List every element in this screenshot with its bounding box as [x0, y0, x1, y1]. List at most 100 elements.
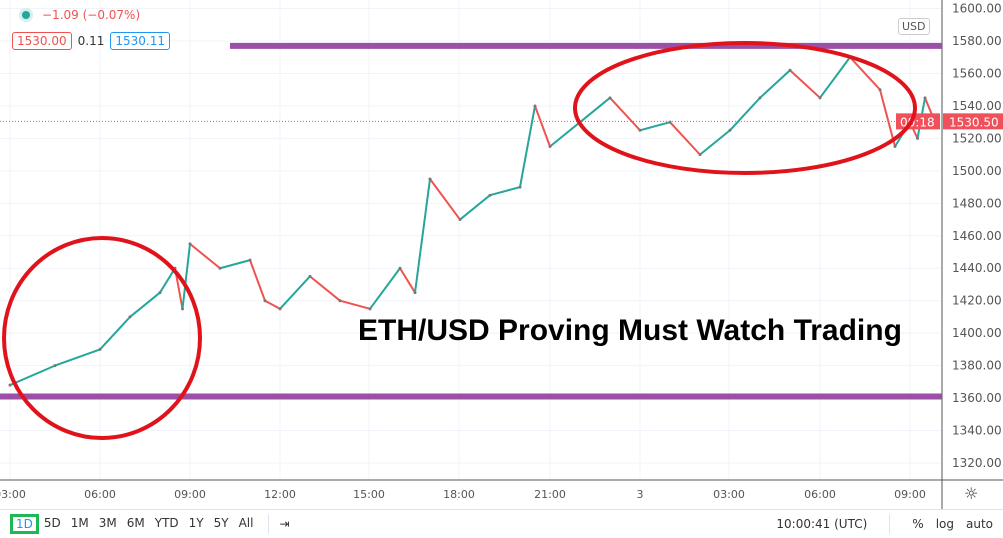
price-point	[308, 274, 312, 278]
highlight-ellipse-left[interactable]	[2, 236, 202, 440]
range-all[interactable]: All	[238, 516, 254, 530]
x-tick-label: 15:00	[353, 488, 385, 501]
y-tick-label: 1580.00	[952, 34, 1002, 48]
price-segment	[54, 348, 101, 367]
price-segment	[399, 267, 416, 294]
price-point	[548, 145, 552, 149]
price-point	[533, 104, 537, 108]
x-tick-label: 12:00	[264, 488, 296, 501]
y-tick-label: 1340.00	[952, 424, 1002, 438]
price-segment	[429, 178, 461, 221]
range-6m[interactable]: 6M	[126, 516, 145, 530]
price-point	[278, 307, 282, 311]
x-tick-label: 18:00	[443, 488, 475, 501]
price-point	[758, 96, 762, 100]
price-segment	[414, 178, 431, 293]
x-tick-label: 03:00	[0, 488, 26, 501]
price-segment	[279, 275, 311, 310]
price-point	[788, 68, 792, 72]
price-point	[428, 177, 432, 181]
range-1y[interactable]: 1Y	[188, 516, 204, 530]
highlight-ellipse-right[interactable]	[573, 41, 917, 175]
settings-gear-icon[interactable]: ☼	[964, 484, 979, 503]
price-point	[8, 383, 12, 387]
price-segment	[729, 97, 761, 131]
y-tick-label: 1560.00	[952, 66, 1002, 80]
clock: 10:00:41 (UTC)	[776, 517, 868, 531]
range-buttons: 1D 5D 1M 3M 6M YTD 1Y 5Y All	[10, 514, 258, 534]
currency-badge[interactable]: USD	[898, 18, 930, 35]
price-point	[263, 299, 267, 303]
price-point	[638, 128, 642, 132]
x-tick-label: 3	[637, 488, 644, 501]
price-point	[338, 299, 342, 303]
y-tick-label: 1320.00	[952, 456, 1002, 470]
price-point	[893, 145, 897, 149]
price-segment	[309, 275, 341, 302]
bid-button[interactable]: 1530.00	[12, 32, 72, 50]
price-point	[923, 96, 927, 100]
price-segment	[519, 105, 536, 188]
auto-toggle[interactable]: auto	[965, 517, 993, 531]
price-segment	[879, 89, 896, 147]
y-tick-label: 1460.00	[952, 229, 1002, 243]
price-segment	[759, 69, 791, 99]
range-1m[interactable]: 1M	[70, 516, 89, 530]
range-ytd[interactable]: YTD	[154, 516, 179, 530]
price-segment	[789, 69, 821, 99]
price-segment	[181, 243, 191, 309]
price-segment	[219, 259, 251, 270]
range-5d[interactable]: 5D	[43, 516, 61, 530]
bottom-toolbar: 1D 5D 1M 3M 6M YTD 1Y 5Y All ⇥ 10:00:41 (UTC) % …	[0, 509, 1003, 538]
spread: 0.11	[77, 34, 105, 48]
y-tick-label: 1400.00	[952, 326, 1002, 340]
price-segment	[189, 243, 221, 270]
range-3m[interactable]: 3M	[98, 516, 117, 530]
price-segment	[669, 121, 701, 156]
x-tick-label: 06:00	[84, 488, 116, 501]
range-5y[interactable]: 5Y	[213, 516, 229, 530]
price-segment	[264, 299, 281, 310]
price-segment	[699, 129, 731, 156]
price-point	[878, 88, 882, 92]
price-point	[916, 136, 919, 140]
price-segment	[579, 97, 611, 123]
price-segment	[819, 56, 851, 99]
ask-button[interactable]: 1530.11	[110, 32, 170, 50]
log-toggle[interactable]: log	[935, 517, 954, 531]
y-tick-label: 1420.00	[952, 294, 1002, 308]
percent-toggle[interactable]: %	[912, 517, 924, 531]
x-tick-label: 03:00	[713, 488, 745, 501]
go-to-date-icon[interactable]: ⇥	[279, 517, 290, 531]
x-tick-label: 09:00	[894, 488, 926, 501]
range-1d[interactable]: 1D	[10, 514, 39, 534]
y-tick-label: 1600.00	[952, 2, 1002, 16]
price-point	[518, 185, 522, 189]
price-segment	[9, 364, 56, 387]
price-point	[458, 218, 462, 222]
price-point	[398, 266, 402, 270]
annotation-text[interactable]: ETH/USD Proving Must Watch Trading	[358, 314, 902, 347]
price-change: −1.09 (−0.07%)	[42, 8, 141, 22]
y-tick-label: 1480.00	[952, 196, 1002, 210]
price-segment	[534, 105, 551, 147]
price-segment	[459, 194, 491, 221]
price-point	[181, 307, 184, 311]
x-tick-label: 21:00	[534, 488, 566, 501]
status-dot-icon	[22, 11, 30, 19]
y-tick-label: 1520.00	[952, 131, 1002, 145]
legend: −1.09 (−0.07%) 1530.00 0.11 1530.11	[12, 8, 170, 50]
price-point	[98, 347, 102, 351]
price-point	[53, 364, 57, 368]
y-tick-label: 1500.00	[952, 164, 1002, 178]
divider	[268, 514, 270, 534]
price-chart[interactable]: 1320.00 1340.00 1360.00 1380.00 1400.00 1420.…	[0, 0, 1003, 509]
price-segment	[129, 291, 161, 318]
price-point	[728, 128, 732, 132]
x-tick-label: 09:00	[174, 488, 206, 501]
y-tick-label: 1380.00	[952, 359, 1002, 373]
divider	[889, 514, 891, 534]
price-point	[368, 307, 372, 311]
y-tick-label: 1540.00	[952, 99, 1002, 113]
price-point	[128, 315, 132, 319]
